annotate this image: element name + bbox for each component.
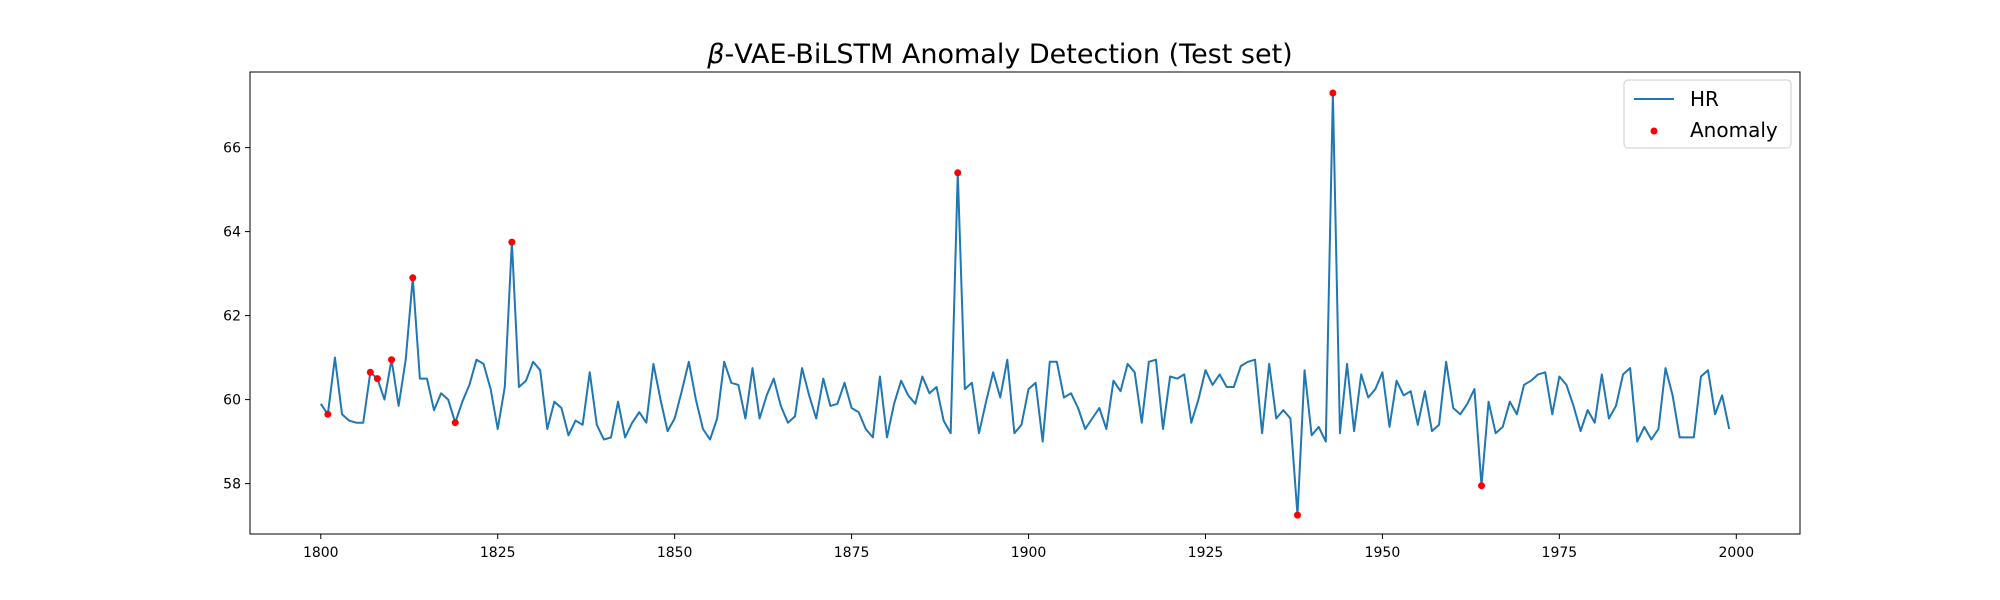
y-tick-label: 62 — [223, 309, 241, 325]
anomaly-point — [324, 410, 332, 418]
anomaly-point — [1329, 89, 1337, 97]
x-tick-label: 1975 — [1542, 545, 1578, 561]
anomaly-layer — [324, 89, 1486, 519]
x-tick-label: 1950 — [1365, 545, 1401, 561]
x-axis: 1800 1825 1850 1875 1900 1925 1950 1975 2000 — [303, 534, 1754, 561]
chart-title-rest: -VAE-BiLSTM Anomaly Detection (Test set) — [725, 39, 1293, 70]
chart-title-symbol: β — [706, 39, 724, 70]
anomaly-point — [409, 274, 417, 282]
legend-label-anomaly: Anomaly — [1690, 118, 1778, 142]
plot-area — [249, 71, 1801, 535]
anomaly-point — [388, 356, 396, 364]
series-line-hr — [319, 92, 1731, 517]
anomaly-point — [954, 169, 962, 177]
y-tick-label: 58 — [223, 477, 241, 493]
x-tick-label: 1825 — [480, 545, 516, 561]
y-tick-label: 66 — [223, 141, 241, 157]
anomaly-point — [451, 419, 459, 427]
anomaly-point — [508, 238, 516, 246]
legend-label-hr: HR — [1690, 87, 1719, 111]
chart-title: β-VAE-BiLSTM Anomaly Detection (Test set… — [706, 39, 1292, 70]
y-axis: 58 60 62 64 66 — [223, 141, 250, 493]
x-tick-label: 1800 — [303, 545, 339, 561]
x-tick-label: 1900 — [1011, 545, 1047, 561]
anomaly-point — [1478, 482, 1486, 490]
series-layer — [319, 92, 1731, 517]
legend-box — [1623, 79, 1792, 149]
y-tick-label: 64 — [223, 225, 241, 241]
anomaly-point — [366, 368, 374, 376]
x-tick-label: 1925 — [1188, 545, 1224, 561]
y-tick-label: 60 — [223, 393, 241, 409]
anomaly-point — [1293, 511, 1301, 519]
x-tick-label: 1875 — [834, 545, 870, 561]
x-tick-label: 1850 — [657, 545, 693, 561]
legend: HR Anomaly — [1623, 79, 1792, 149]
legend-marker-swatch — [1650, 127, 1658, 135]
x-tick-label: 2000 — [1718, 545, 1754, 561]
anomaly-point — [373, 375, 381, 383]
